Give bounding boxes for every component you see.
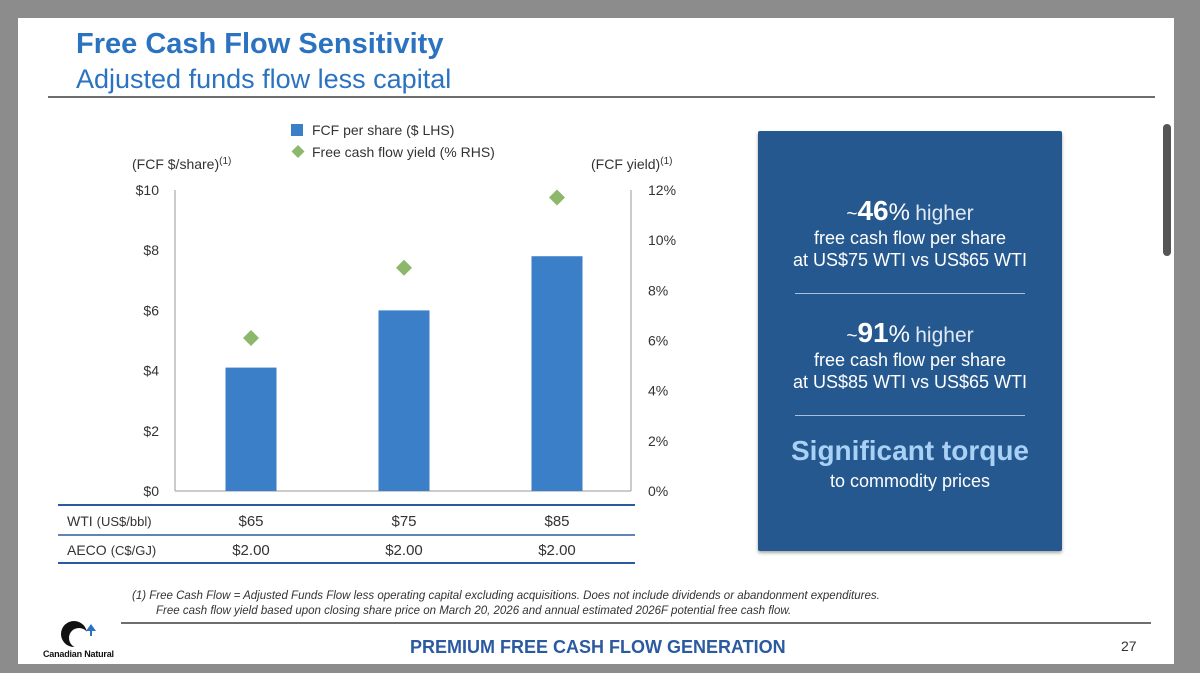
legend-label-markers: Free cash flow yield (% RHS) [312,144,495,160]
torque-subtitle: to commodity prices [829,471,991,491]
table-cell: $85 [544,513,569,530]
right-tick-label: 10% [648,232,676,248]
footer-divider [121,622,1151,624]
table-cell: $2.00 [385,542,423,559]
left-tick-label: $2 [143,423,159,439]
highlight-panel: ~46% higher free cash flow per share at … [758,131,1062,551]
page-number: 27 [1121,638,1137,654]
legend-marker-swatch [291,145,305,158]
stat-91-line2: at US$85 WTI vs US$65 WTI [792,372,1028,392]
table-cell: $2.00 [538,542,576,559]
torque-title: Significant torque [791,435,1029,466]
right-tick-label: 6% [648,333,668,349]
marker-fcf-yield [243,329,259,346]
page-subtitle: Adjusted funds flow less capital [76,64,452,94]
footer-title: PREMIUM FREE CASH FLOW GENERATION [410,637,786,657]
left-axis-title: (FCF $/share)(1) [132,156,231,172]
right-axis-title: (FCF yield)(1) [591,156,672,172]
footnote-line2: Free cash flow yield based upon closing … [156,605,792,617]
stat-46-line1: free cash flow per share [813,228,1007,248]
table-cell: $75 [391,513,416,530]
marker-fcf-yield [549,189,565,206]
legend-bar-swatch [291,124,303,136]
footnote: (1) Free Cash Flow = Adjusted Funds Flow… [132,589,880,619]
page-title: Free Cash Flow Sensitivity [76,28,444,60]
left-tick-label: $10 [136,182,160,198]
stat-91-block: ~91% higher free cash flow per share at … [758,317,1062,393]
bar-fcf-per-share [225,367,277,491]
stat-91-line1: free cash flow per share [813,350,1007,370]
stat-46-line2: at US$75 WTI vs US$65 WTI [792,250,1028,270]
right-tick-label: 8% [648,282,668,298]
bar-fcf-per-share [378,310,430,491]
left-tick-label: $6 [143,302,159,318]
right-tick-label: 2% [648,433,668,449]
footnote-line1: (1) Free Cash Flow = Adjusted Funds Flow… [132,590,880,602]
stat-91-headline: ~91% higher [846,317,974,348]
fcf-chart: FCF per share ($ LHS) Free cash flow yie… [58,122,676,564]
legend-label-bars: FCF per share ($ LHS) [312,122,454,138]
marker-fcf-yield [396,259,412,276]
panel-divider-1 [795,293,1025,294]
logo-mark-icon [61,621,96,648]
stat-46-block: ~46% higher free cash flow per share at … [758,195,1062,271]
bar-fcf-per-share [531,256,583,491]
right-tick-label: 4% [648,383,668,399]
left-tick-label: $0 [143,483,159,499]
left-tick-label: $8 [143,242,159,258]
right-tick-label: 0% [648,483,668,499]
table-cell: $2.00 [232,542,270,559]
panel-divider-2 [795,415,1025,416]
stat-46-headline: ~46% higher [846,195,974,226]
right-tick-label: 12% [648,182,676,198]
title-divider [48,96,1155,98]
table-cell: $65 [238,513,263,530]
table-row-label-wti: WTI (US$/bbl) [67,513,152,529]
left-tick-label: $4 [143,363,159,379]
company-logo: Canadian Natural [43,619,133,661]
table-row-label-aeco: AECO (C$/GJ) [67,542,156,558]
logo-text: Canadian Natural [43,649,114,659]
slide: Free Cash Flow Sensitivity Adjusted fund… [18,18,1174,664]
scrollbar-thumb[interactable] [1163,124,1171,256]
